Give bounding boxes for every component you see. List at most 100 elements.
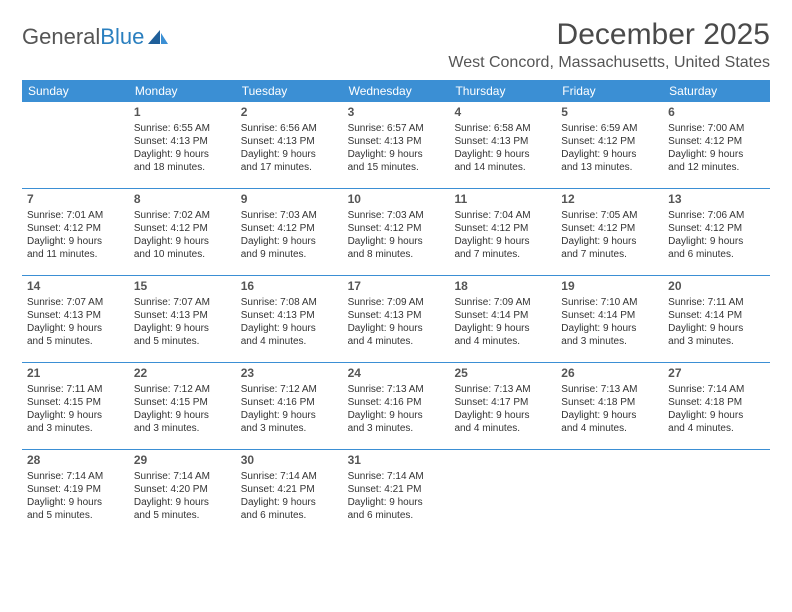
calendar-cell: 14Sunrise: 7:07 AMSunset: 4:13 PMDayligh… (22, 276, 129, 362)
cell-dl2: and 4 minutes. (561, 422, 658, 435)
day-header: Sunday (22, 80, 129, 102)
cell-dl2: and 7 minutes. (454, 248, 551, 261)
cell-sunset: Sunset: 4:13 PM (454, 135, 551, 148)
cell-sunrise: Sunrise: 7:07 AM (134, 296, 231, 309)
cell-dl2: and 5 minutes. (27, 509, 124, 522)
calendar-cell: 30Sunrise: 7:14 AMSunset: 4:21 PMDayligh… (236, 450, 343, 536)
calendar-cell (663, 450, 770, 536)
cell-sunrise: Sunrise: 7:02 AM (134, 209, 231, 222)
calendar-cell (449, 450, 556, 536)
day-number: 10 (348, 192, 445, 208)
day-header: Tuesday (236, 80, 343, 102)
cell-sunset: Sunset: 4:15 PM (134, 396, 231, 409)
week-row: 1Sunrise: 6:55 AMSunset: 4:13 PMDaylight… (22, 102, 770, 188)
cell-sunset: Sunset: 4:12 PM (454, 222, 551, 235)
cell-sunset: Sunset: 4:21 PM (348, 483, 445, 496)
calendar-cell: 15Sunrise: 7:07 AMSunset: 4:13 PMDayligh… (129, 276, 236, 362)
cell-dl1: Daylight: 9 hours (134, 148, 231, 161)
cell-sunrise: Sunrise: 7:13 AM (454, 383, 551, 396)
calendar-cell: 21Sunrise: 7:11 AMSunset: 4:15 PMDayligh… (22, 363, 129, 449)
calendar-cell: 18Sunrise: 7:09 AMSunset: 4:14 PMDayligh… (449, 276, 556, 362)
day-number: 24 (348, 366, 445, 382)
cell-dl1: Daylight: 9 hours (668, 148, 765, 161)
cell-sunrise: Sunrise: 7:06 AM (668, 209, 765, 222)
day-number: 25 (454, 366, 551, 382)
brand-blue: Blue (100, 24, 144, 49)
cell-sunset: Sunset: 4:16 PM (241, 396, 338, 409)
cell-sunrise: Sunrise: 7:13 AM (561, 383, 658, 396)
cell-dl2: and 6 minutes. (668, 248, 765, 261)
brand-text: GeneralBlue (22, 24, 144, 50)
cell-sunrise: Sunrise: 6:56 AM (241, 122, 338, 135)
cell-sunset: Sunset: 4:13 PM (134, 135, 231, 148)
calendar-cell: 20Sunrise: 7:11 AMSunset: 4:14 PMDayligh… (663, 276, 770, 362)
location-subtitle: West Concord, Massachusetts, United Stat… (448, 54, 770, 72)
calendar-cell: 25Sunrise: 7:13 AMSunset: 4:17 PMDayligh… (449, 363, 556, 449)
cell-dl2: and 3 minutes. (27, 422, 124, 435)
day-number: 17 (348, 279, 445, 295)
cell-dl1: Daylight: 9 hours (348, 235, 445, 248)
cell-dl1: Daylight: 9 hours (561, 409, 658, 422)
day-number: 4 (454, 105, 551, 121)
cell-dl2: and 9 minutes. (241, 248, 338, 261)
calendar-cell: 1Sunrise: 6:55 AMSunset: 4:13 PMDaylight… (129, 102, 236, 188)
week-row: 21Sunrise: 7:11 AMSunset: 4:15 PMDayligh… (22, 362, 770, 449)
cell-dl1: Daylight: 9 hours (241, 235, 338, 248)
cell-sunrise: Sunrise: 7:14 AM (134, 470, 231, 483)
cell-sunrise: Sunrise: 7:11 AM (668, 296, 765, 309)
calendar-cell: 5Sunrise: 6:59 AMSunset: 4:12 PMDaylight… (556, 102, 663, 188)
day-number: 13 (668, 192, 765, 208)
sail-icon (146, 28, 170, 46)
cell-sunrise: Sunrise: 6:57 AM (348, 122, 445, 135)
cell-dl2: and 4 minutes. (348, 335, 445, 348)
calendar-cell: 29Sunrise: 7:14 AMSunset: 4:20 PMDayligh… (129, 450, 236, 536)
day-number: 19 (561, 279, 658, 295)
cell-sunset: Sunset: 4:13 PM (241, 309, 338, 322)
calendar-cell: 19Sunrise: 7:10 AMSunset: 4:14 PMDayligh… (556, 276, 663, 362)
cell-dl2: and 10 minutes. (134, 248, 231, 261)
day-number: 28 (27, 453, 124, 469)
day-number: 14 (27, 279, 124, 295)
cell-sunset: Sunset: 4:13 PM (348, 135, 445, 148)
day-number: 15 (134, 279, 231, 295)
cell-dl1: Daylight: 9 hours (348, 496, 445, 509)
calendar-cell: 12Sunrise: 7:05 AMSunset: 4:12 PMDayligh… (556, 189, 663, 275)
cell-sunset: Sunset: 4:12 PM (27, 222, 124, 235)
calendar-cell: 16Sunrise: 7:08 AMSunset: 4:13 PMDayligh… (236, 276, 343, 362)
cell-sunset: Sunset: 4:13 PM (27, 309, 124, 322)
cell-dl1: Daylight: 9 hours (134, 322, 231, 335)
day-header: Saturday (663, 80, 770, 102)
calendar-cell: 31Sunrise: 7:14 AMSunset: 4:21 PMDayligh… (343, 450, 450, 536)
cell-sunrise: Sunrise: 7:00 AM (668, 122, 765, 135)
calendar-cell: 6Sunrise: 7:00 AMSunset: 4:12 PMDaylight… (663, 102, 770, 188)
cell-sunrise: Sunrise: 7:10 AM (561, 296, 658, 309)
day-number: 31 (348, 453, 445, 469)
day-number: 1 (134, 105, 231, 121)
calendar-cell: 8Sunrise: 7:02 AMSunset: 4:12 PMDaylight… (129, 189, 236, 275)
calendar-cell: 27Sunrise: 7:14 AMSunset: 4:18 PMDayligh… (663, 363, 770, 449)
cell-sunrise: Sunrise: 7:14 AM (241, 470, 338, 483)
cell-dl2: and 4 minutes. (241, 335, 338, 348)
day-number: 12 (561, 192, 658, 208)
cell-sunrise: Sunrise: 7:14 AM (668, 383, 765, 396)
day-number: 8 (134, 192, 231, 208)
cell-dl2: and 5 minutes. (27, 335, 124, 348)
calendar-cell: 28Sunrise: 7:14 AMSunset: 4:19 PMDayligh… (22, 450, 129, 536)
cell-dl1: Daylight: 9 hours (241, 148, 338, 161)
cell-dl2: and 5 minutes. (134, 509, 231, 522)
cell-sunset: Sunset: 4:13 PM (241, 135, 338, 148)
day-number: 26 (561, 366, 658, 382)
day-number: 11 (454, 192, 551, 208)
day-number: 20 (668, 279, 765, 295)
cell-dl2: and 4 minutes. (454, 422, 551, 435)
cell-dl2: and 11 minutes. (27, 248, 124, 261)
calendar-cell: 3Sunrise: 6:57 AMSunset: 4:13 PMDaylight… (343, 102, 450, 188)
calendar: SundayMondayTuesdayWednesdayThursdayFrid… (22, 80, 770, 536)
cell-sunrise: Sunrise: 7:08 AM (241, 296, 338, 309)
cell-dl1: Daylight: 9 hours (668, 235, 765, 248)
cell-sunrise: Sunrise: 7:14 AM (348, 470, 445, 483)
cell-sunset: Sunset: 4:12 PM (561, 222, 658, 235)
cell-dl1: Daylight: 9 hours (454, 409, 551, 422)
cell-sunrise: Sunrise: 6:58 AM (454, 122, 551, 135)
cell-dl1: Daylight: 9 hours (27, 409, 124, 422)
